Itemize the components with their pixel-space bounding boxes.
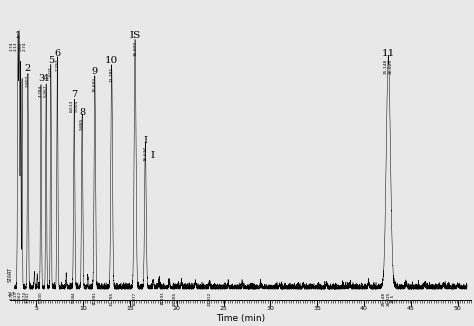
Text: 3.807: 3.807 xyxy=(26,74,30,87)
Text: 5: 5 xyxy=(48,56,54,66)
Text: 13.785: 13.785 xyxy=(109,291,114,305)
Text: 16.077: 16.077 xyxy=(133,41,137,56)
Text: 5.957: 5.957 xyxy=(44,85,48,97)
Text: 9: 9 xyxy=(92,67,98,76)
Text: 25.148
26.025
26.5: 25.148 26.025 26.5 xyxy=(382,291,395,306)
Text: 5.430: 5.430 xyxy=(39,291,43,303)
Text: 1: 1 xyxy=(15,31,21,40)
Text: 23.012: 23.012 xyxy=(208,291,211,305)
Text: 2.7: 2.7 xyxy=(8,292,16,297)
Text: 3: 3 xyxy=(38,74,44,83)
Text: 19.685: 19.685 xyxy=(173,291,177,305)
Text: 18.191: 18.191 xyxy=(161,291,164,305)
Text: 16.077: 16.077 xyxy=(133,291,137,305)
Text: 16.627: 16.627 xyxy=(143,146,147,161)
Text: START: START xyxy=(8,266,13,282)
Text: 9.084: 9.084 xyxy=(72,291,76,303)
Text: 1.74
2.13
2.62
2.74: 1.74 2.13 2.62 2.74 xyxy=(9,291,27,301)
Text: 4: 4 xyxy=(43,74,49,83)
Text: 4.784: 4.784 xyxy=(39,85,43,97)
Text: 1.74
2.13
2.62
2.74: 1.74 2.13 2.62 2.74 xyxy=(9,41,27,51)
Text: 7.297: 7.297 xyxy=(55,59,59,71)
Text: 11.781: 11.781 xyxy=(93,291,97,305)
Text: 6: 6 xyxy=(55,49,60,58)
Text: 2: 2 xyxy=(25,64,31,73)
Text: 10: 10 xyxy=(105,56,118,66)
Text: 25.148
26.025: 25.148 26.025 xyxy=(384,59,392,74)
X-axis label: Time (min): Time (min) xyxy=(216,314,265,323)
Text: I: I xyxy=(151,151,155,160)
Text: 12.785: 12.785 xyxy=(109,67,114,82)
Text: 10.693: 10.693 xyxy=(93,77,97,92)
Text: 9.885: 9.885 xyxy=(80,118,84,130)
Text: I: I xyxy=(143,136,147,145)
Text: IS: IS xyxy=(129,31,141,40)
Text: 6.07: 6.07 xyxy=(49,67,53,76)
Text: 7: 7 xyxy=(71,90,77,99)
Text: 11: 11 xyxy=(382,49,395,58)
Text: 8.613
9.005: 8.613 9.005 xyxy=(70,100,79,112)
Text: 8: 8 xyxy=(79,108,85,117)
Text: 3.841: 3.841 xyxy=(26,291,30,303)
